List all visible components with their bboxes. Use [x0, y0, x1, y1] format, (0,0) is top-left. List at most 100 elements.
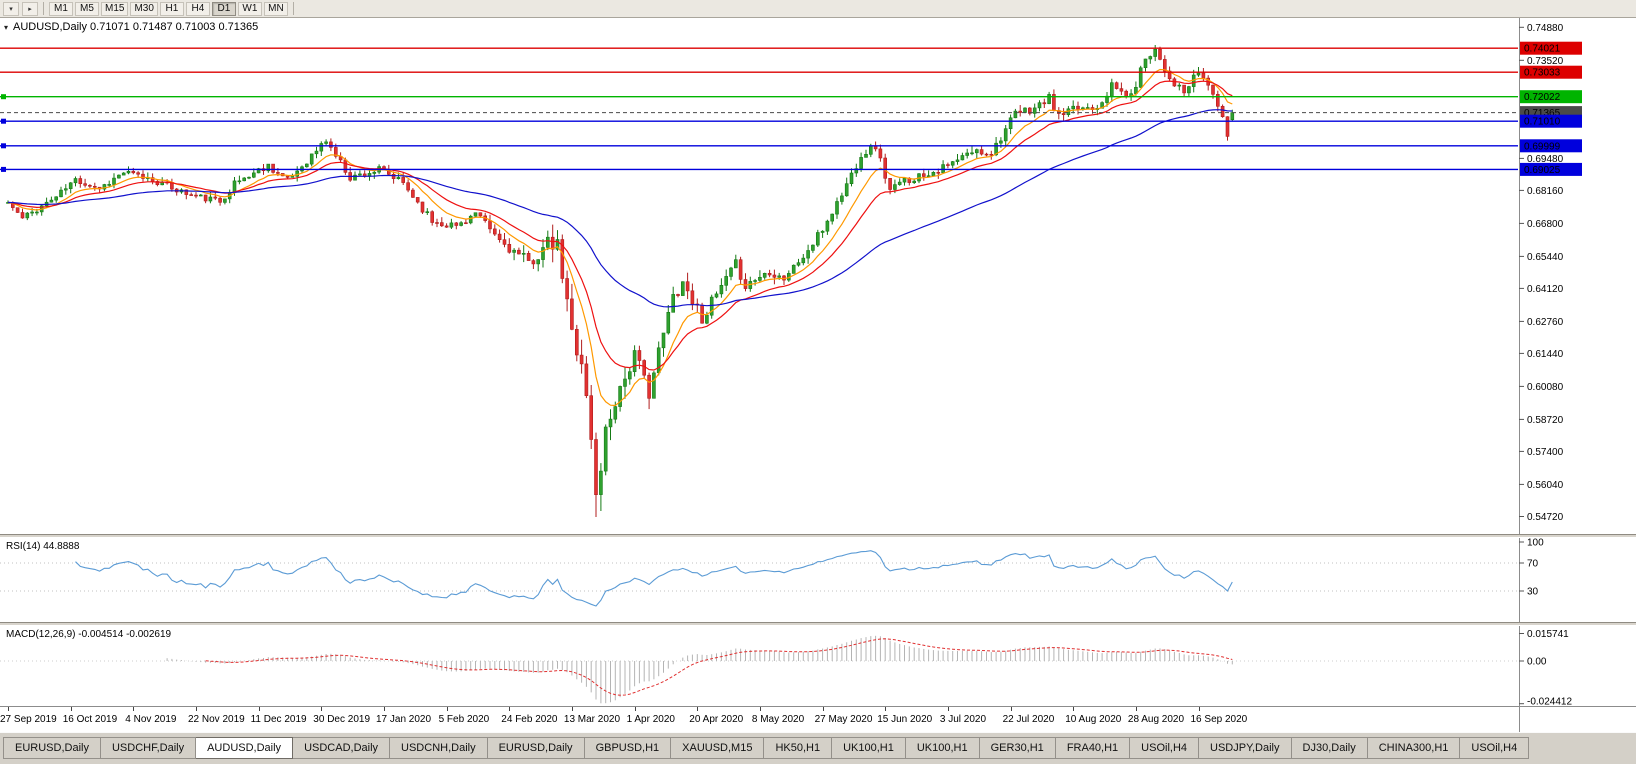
- date-label: 8 May 2020: [751, 714, 805, 725]
- rsi-label: RSI(14) 44.8888: [6, 541, 80, 552]
- price-line-label: 0.71010: [1524, 117, 1561, 128]
- hline-handle[interactable]: [1, 118, 6, 124]
- timeframe-button-H4[interactable]: H4: [185, 1, 210, 16]
- hline-handle[interactable]: [1, 94, 6, 100]
- price-tick-label: 0.58720: [1527, 415, 1564, 426]
- chart-tab-DJ30,Daily[interactable]: DJ30,Daily: [1291, 737, 1368, 759]
- chart-tab-EURUSD,Daily[interactable]: EURUSD,Daily: [3, 737, 101, 759]
- panel-splitter[interactable]: [0, 622, 1636, 626]
- price-tick-label: 0.73520: [1527, 56, 1564, 67]
- rsi-tick-label: 100: [1527, 538, 1544, 549]
- macd-tick-label: -0.024412: [1527, 697, 1572, 707]
- date-label: 28 Aug 2020: [1127, 714, 1185, 725]
- hline-handle[interactable]: [1, 166, 6, 172]
- chart-tab-USDCAD,Daily[interactable]: USDCAD,Daily: [293, 737, 391, 759]
- date-label: 5 Feb 2020: [438, 714, 490, 725]
- date-tick: [509, 707, 511, 711]
- date-tick: [571, 707, 573, 711]
- chart-tab-UK100,H1[interactable]: UK100,H1: [905, 737, 980, 759]
- chart-tab-USDCHF,Daily[interactable]: USDCHF,Daily: [100, 737, 197, 759]
- date-axis[interactable]: 27 Sep 2019 16 Oct 2019 4 Nov 2019 22 Nov 2…: [0, 706, 1636, 732]
- date-tick: [634, 707, 636, 711]
- chart-tab-USDJPY,Daily[interactable]: USDJPY,Daily: [1199, 737, 1292, 759]
- date-tick: [1198, 707, 1200, 711]
- date-label: 24 Feb 2020: [501, 714, 558, 725]
- toolbar-separator: [43, 2, 44, 15]
- price-tick-label: 0.68160: [1527, 186, 1564, 197]
- rsi-line: [75, 550, 1233, 607]
- date-tick: [822, 707, 824, 711]
- panel-splitter[interactable]: [0, 534, 1636, 538]
- date-label: 3 Jul 2020: [939, 714, 987, 725]
- date-label: 16 Sep 2020: [1190, 714, 1248, 725]
- chart-tab-USOil,H4[interactable]: USOil,H4: [1460, 737, 1530, 759]
- hline-handle[interactable]: [1, 143, 6, 149]
- date-tick: [196, 707, 197, 711]
- timeframe-button-M5[interactable]: M5: [75, 1, 99, 16]
- date-tick: [885, 707, 887, 711]
- dropdown-arrow-icon[interactable]: ▾: [3, 1, 19, 16]
- price-line-label: 0.72022: [1524, 92, 1561, 103]
- price-tick-label: 0.66800: [1527, 219, 1564, 230]
- chart-tab-AUDUSD,Daily[interactable]: AUDUSD,Daily: [196, 737, 294, 759]
- date-label: 20 Apr 2020: [689, 714, 744, 725]
- chart-tab-XAUUSD,M15[interactable]: XAUUSD,M15: [671, 737, 765, 759]
- date-label: 30 Dec 2019: [313, 714, 371, 725]
- date-label: 15 Jun 2020: [877, 714, 933, 725]
- axis-separator: [1519, 707, 1520, 732]
- chart-tab-USOil,H4[interactable]: USOil,H4: [1130, 737, 1200, 759]
- date-label: 22 Nov 2019: [188, 714, 245, 725]
- price-line-label: 0.74021: [1524, 44, 1561, 55]
- rsi-tick-label: 30: [1527, 587, 1539, 598]
- date-tick: [8, 707, 9, 711]
- date-label: 11 Dec 2019: [250, 714, 307, 725]
- date-tick: [947, 707, 949, 711]
- candles: [6, 45, 1235, 517]
- date-label: 17 Jan 2020: [376, 714, 432, 725]
- price-tick-label: 0.62760: [1527, 317, 1564, 328]
- timeframe-button-W1[interactable]: W1: [237, 1, 262, 16]
- chart-tab-GBPUSD,H1[interactable]: GBPUSD,H1: [584, 737, 672, 759]
- timeframe-button-D1[interactable]: D1: [211, 1, 236, 16]
- timeframe-button-MN[interactable]: MN: [263, 1, 288, 16]
- toolbar: ▾ ▸ M1 M5 M15 M30 H1 H4 D1 W1 MN: [0, 0, 1636, 18]
- chart-tab-USDCNH,Daily[interactable]: USDCNH,Daily: [390, 737, 488, 759]
- horizontal-lines: [0, 47, 1518, 172]
- date-tick: [1010, 707, 1012, 711]
- date-label: 22 Jul 2020: [1002, 714, 1055, 725]
- chart-tab-HK50,H1[interactable]: HK50,H1: [764, 737, 833, 759]
- date-tick: [384, 707, 385, 711]
- date-label: 1 Apr 2020: [626, 714, 675, 725]
- date-label: 13 Mar 2020: [563, 714, 621, 725]
- toolbar-separator: [292, 2, 294, 15]
- date-label: 4 Nov 2019: [125, 714, 177, 725]
- rsi-panel[interactable]: 100 70 30: [0, 538, 1636, 622]
- chart-tab-CHINA300,H1[interactable]: CHINA300,H1: [1367, 737, 1461, 759]
- chart-tab-UK100,H1[interactable]: UK100,H1: [832, 737, 906, 759]
- date-label: 27 Sep 2019: [0, 714, 57, 725]
- macd-panel[interactable]: 0.015741 0.00 -0.024412: [0, 626, 1636, 706]
- timeframe-button-M15[interactable]: M15: [101, 1, 129, 16]
- ma-line-9: [7, 68, 1233, 407]
- timeframe-button-M30[interactable]: M30: [130, 1, 158, 16]
- timeframe-button-M1[interactable]: M1: [49, 1, 73, 16]
- chart-tab-GER30,H1[interactable]: GER30,H1: [979, 737, 1056, 759]
- chart-title-text: AUDUSD,Daily 0.71071 0.71487 0.71003 0.7…: [13, 21, 259, 33]
- date-tick: [258, 707, 260, 711]
- expand-arrow-icon[interactable]: ▸: [22, 1, 38, 16]
- price-chart[interactable]: 0.74880 0.73520 0.69480 0.68160 0.66800 0.654…: [0, 18, 1636, 534]
- timeframe-buttons: M1 M5 M15 M30 H1 H4 D1 W1 MN: [49, 1, 288, 16]
- price-line-label: 0.71365: [1524, 108, 1561, 119]
- chart-collapse-icon[interactable]: ▾: [4, 22, 9, 32]
- price-line-label: 0.73033: [1524, 68, 1561, 79]
- chart-tab-EURUSD,Daily[interactable]: EURUSD,Daily: [487, 737, 585, 759]
- macd-tick-label: 0.00: [1527, 657, 1547, 668]
- date-label: 27 May 2020: [814, 714, 873, 725]
- timeframe-button-H1[interactable]: H1: [159, 1, 184, 16]
- chart-tab-FRA40,H1[interactable]: FRA40,H1: [1055, 737, 1131, 759]
- price-tick-label: 0.64120: [1527, 284, 1564, 295]
- price-axis[interactable]: 0.74880 0.73520 0.69480 0.68160 0.66800 0.654…: [1519, 18, 1582, 534]
- macd-tick-label: 0.015741: [1527, 629, 1569, 640]
- date-tick: [133, 707, 135, 711]
- date-tick: [697, 707, 699, 711]
